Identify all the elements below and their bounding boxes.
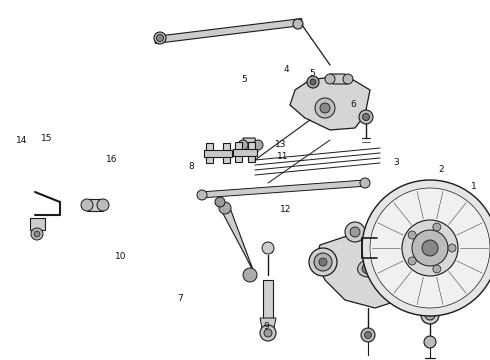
Text: 15: 15 (41, 135, 52, 144)
Circle shape (34, 231, 40, 237)
Circle shape (361, 328, 375, 342)
Text: 1: 1 (471, 182, 477, 191)
Polygon shape (260, 318, 276, 328)
Polygon shape (315, 230, 415, 308)
Text: 13: 13 (274, 140, 286, 149)
Circle shape (424, 336, 436, 348)
Text: 10: 10 (115, 252, 126, 261)
Circle shape (307, 76, 319, 88)
Circle shape (314, 253, 332, 271)
Polygon shape (30, 218, 45, 230)
Circle shape (215, 197, 225, 207)
Circle shape (154, 32, 166, 44)
Polygon shape (204, 150, 232, 157)
Circle shape (421, 306, 439, 324)
Text: 6: 6 (350, 100, 356, 109)
Circle shape (433, 223, 441, 231)
Circle shape (370, 188, 490, 308)
Circle shape (253, 140, 263, 150)
Circle shape (359, 110, 373, 124)
Circle shape (363, 113, 369, 121)
Circle shape (197, 190, 207, 200)
Text: 12: 12 (279, 205, 291, 214)
Circle shape (243, 268, 257, 282)
Text: 5: 5 (309, 69, 315, 78)
Circle shape (262, 242, 274, 254)
Circle shape (365, 332, 371, 338)
Circle shape (81, 199, 93, 211)
Circle shape (238, 140, 248, 150)
Text: 14: 14 (16, 136, 27, 145)
Circle shape (408, 257, 416, 265)
Circle shape (480, 225, 490, 239)
Circle shape (97, 199, 109, 211)
Circle shape (345, 222, 365, 242)
Circle shape (219, 202, 231, 214)
Circle shape (425, 310, 435, 320)
Text: 9: 9 (264, 323, 270, 331)
Polygon shape (485, 215, 490, 235)
Text: 7: 7 (177, 294, 183, 303)
Polygon shape (488, 248, 490, 276)
Polygon shape (243, 138, 258, 152)
Polygon shape (290, 75, 370, 130)
Circle shape (402, 220, 458, 276)
Text: 3: 3 (393, 158, 399, 167)
Polygon shape (200, 180, 368, 198)
Text: 8: 8 (188, 162, 194, 171)
Text: 2: 2 (438, 165, 444, 174)
Ellipse shape (362, 262, 378, 274)
Polygon shape (263, 280, 273, 318)
Circle shape (362, 180, 490, 316)
Circle shape (343, 74, 353, 84)
Text: 4: 4 (283, 65, 289, 74)
Circle shape (433, 265, 441, 273)
Circle shape (260, 325, 276, 341)
Polygon shape (223, 143, 230, 163)
Polygon shape (220, 208, 255, 275)
Text: 5: 5 (241, 75, 247, 84)
Circle shape (31, 228, 43, 240)
Circle shape (264, 329, 272, 337)
Circle shape (315, 98, 335, 118)
Circle shape (309, 248, 337, 276)
Circle shape (310, 79, 316, 85)
Circle shape (448, 244, 456, 252)
Polygon shape (248, 142, 255, 162)
Polygon shape (233, 149, 257, 156)
Circle shape (360, 178, 370, 188)
Ellipse shape (358, 259, 382, 277)
Text: 11: 11 (276, 152, 288, 161)
Circle shape (422, 240, 438, 256)
Text: 16: 16 (106, 155, 118, 163)
Circle shape (483, 265, 490, 279)
Circle shape (412, 230, 448, 266)
Circle shape (319, 258, 327, 266)
Polygon shape (154, 18, 302, 44)
Circle shape (350, 227, 360, 237)
Circle shape (293, 19, 303, 29)
Circle shape (408, 231, 416, 239)
Circle shape (325, 74, 335, 84)
Circle shape (156, 35, 164, 41)
Circle shape (320, 103, 330, 113)
Polygon shape (330, 74, 348, 84)
Polygon shape (87, 199, 103, 211)
Polygon shape (235, 142, 242, 162)
Polygon shape (206, 143, 213, 163)
